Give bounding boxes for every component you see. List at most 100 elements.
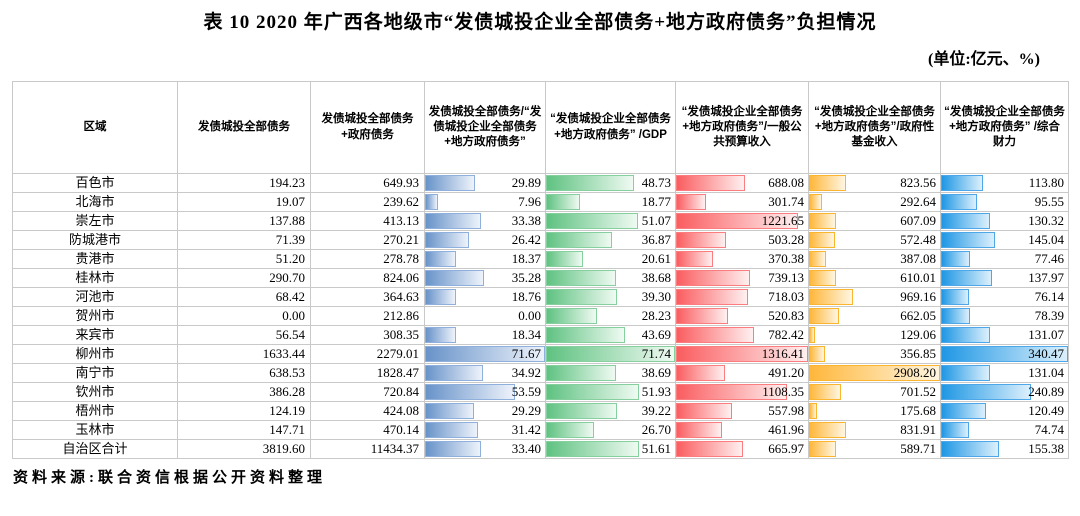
databar-value: 39.22 xyxy=(641,403,671,418)
databar xyxy=(809,213,837,229)
databar-cell: 77.46 xyxy=(940,249,1069,269)
databar-cell: 155.38 xyxy=(940,439,1069,459)
databar-cell: 292.64 xyxy=(808,192,941,212)
databar xyxy=(676,213,799,229)
databar-value: 18.34 xyxy=(511,327,541,342)
databar-value: 340.47 xyxy=(1028,346,1064,361)
databar-cell: 95.55 xyxy=(940,192,1069,212)
databar-cell: 71.67 xyxy=(424,344,546,364)
databar-cell: 76.14 xyxy=(940,287,1069,307)
databar xyxy=(546,175,634,191)
databar xyxy=(425,175,476,191)
databar-value: 76.14 xyxy=(1034,289,1064,304)
databar xyxy=(546,346,675,362)
databar-cell: 340.47 xyxy=(940,344,1069,364)
databar-cell: 607.09 xyxy=(808,211,941,231)
databar-cell: 39.30 xyxy=(545,287,676,307)
databar xyxy=(676,194,707,210)
databar-cell: 18.37 xyxy=(424,249,546,269)
databar xyxy=(425,232,470,248)
databar-value: 18.37 xyxy=(511,251,541,266)
table-header: 区域 发债城投全部债务 发债城投全部债务+政府债务 发债城投全部债务/“发债城投… xyxy=(12,81,1069,174)
table-row: 梧州市 124.19 424.08 29.29 39.22 557.98 175.68 120… xyxy=(12,401,1069,421)
databar-cell: 175.68 xyxy=(808,401,941,421)
databar-value: 718.03 xyxy=(768,289,804,304)
region-cell: 百色市 xyxy=(12,173,178,193)
databar xyxy=(941,365,990,381)
region-cell: 南宁市 xyxy=(12,363,178,383)
databar-value: 969.16 xyxy=(900,289,936,304)
databar-cell: 1316.41 xyxy=(675,344,809,364)
databar xyxy=(425,289,457,305)
databar xyxy=(425,403,475,419)
databar-value: 589.71 xyxy=(900,441,936,456)
databar xyxy=(809,346,826,362)
databar-value: 665.97 xyxy=(768,441,804,456)
databar-value: 113.80 xyxy=(1028,175,1064,190)
databar-value: 1316.41 xyxy=(761,346,804,361)
source-note: 资料来源:联合资信根据公开资料整理 xyxy=(13,470,326,486)
databar-value: 175.68 xyxy=(900,403,936,418)
databar-value: 137.97 xyxy=(1028,270,1064,285)
databar xyxy=(809,422,847,438)
value-cell: 2279.01 xyxy=(310,344,425,364)
databar-value: 572.48 xyxy=(900,232,936,247)
databar-cell: 665.97 xyxy=(675,439,809,459)
databar-cell: 78.39 xyxy=(940,306,1069,326)
databar-cell: 240.89 xyxy=(940,382,1069,402)
databar-cell: 38.68 xyxy=(545,268,676,288)
col-header-ratio-share: 发债城投全部债务/“发债城投企业全部债务+地方政府债务” xyxy=(424,81,546,174)
value-cell: 19.07 xyxy=(177,192,311,212)
databar-value: 26.42 xyxy=(511,232,541,247)
databar xyxy=(425,422,478,438)
table-body: 百色市 194.23 649.93 29.89 48.73 688.08 823.56 113… xyxy=(12,173,1069,459)
table-row: 防城港市 71.39 270.21 26.42 36.87 503.28 572.48 145… xyxy=(12,230,1069,250)
databar xyxy=(941,403,986,419)
databar-cell: 74.74 xyxy=(940,420,1069,440)
col-header-ratio-gdp: “发债城投企业全部债务+地方政府债务” /GDP xyxy=(545,81,676,174)
value-cell: 124.19 xyxy=(177,401,311,421)
databar xyxy=(425,270,485,286)
databar xyxy=(676,175,745,191)
databar xyxy=(941,384,1031,400)
databar-cell: 29.29 xyxy=(424,401,546,421)
databar xyxy=(546,403,617,419)
databar-value: 831.91 xyxy=(900,422,936,437)
value-cell: 386.28 xyxy=(177,382,311,402)
databar-cell: 370.38 xyxy=(675,249,809,269)
databar xyxy=(809,194,823,210)
databar-value: 387.08 xyxy=(900,251,936,266)
databar-value: 503.28 xyxy=(768,232,804,247)
databar-cell: 662.05 xyxy=(808,306,941,326)
databar-value: 33.38 xyxy=(511,213,541,228)
databar-value: 95.55 xyxy=(1034,194,1064,209)
databar xyxy=(425,194,439,210)
databar xyxy=(809,251,827,267)
databar-cell: 113.80 xyxy=(940,173,1069,193)
databar-cell: 34.92 xyxy=(424,363,546,383)
databar xyxy=(676,232,727,248)
databar xyxy=(941,232,996,248)
table-row: 钦州市 386.28 720.84 53.59 51.93 1108.35 701.52 24… xyxy=(12,382,1069,402)
databar-value: 130.32 xyxy=(1028,213,1064,228)
databar-value: 7.96 xyxy=(518,194,541,209)
databar-cell: 53.59 xyxy=(424,382,546,402)
databar-cell: 145.04 xyxy=(940,230,1069,250)
databar xyxy=(425,251,456,267)
databar xyxy=(941,251,970,267)
value-cell: 212.86 xyxy=(310,306,425,326)
value-cell: 308.35 xyxy=(310,325,425,345)
databar-value: 71.67 xyxy=(511,346,541,361)
databar-cell: 520.83 xyxy=(675,306,809,326)
databar-value: 18.76 xyxy=(511,289,541,304)
col-header-debt: 发债城投全部债务 xyxy=(177,81,311,174)
databar-value: 131.07 xyxy=(1028,327,1064,342)
region-cell: 玉林市 xyxy=(12,420,178,440)
databar-cell: 2908.20 xyxy=(808,363,941,383)
databar-cell: 130.32 xyxy=(940,211,1069,231)
region-cell: 钦州市 xyxy=(12,382,178,402)
databar-value: 557.98 xyxy=(768,403,804,418)
databar-cell: 18.76 xyxy=(424,287,546,307)
region-cell: 贺州市 xyxy=(12,306,178,326)
databar xyxy=(676,346,808,362)
